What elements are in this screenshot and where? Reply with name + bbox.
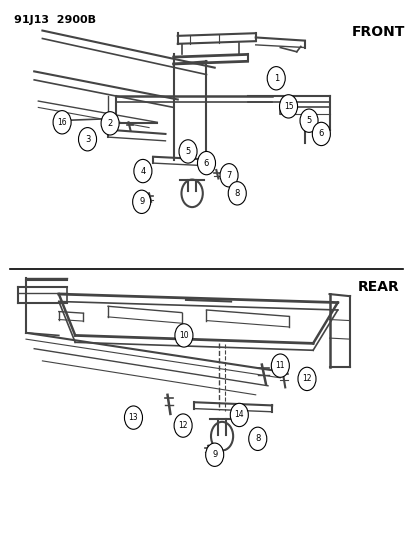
Text: 9: 9 [139,197,144,206]
Circle shape [101,112,119,135]
Circle shape [219,164,237,187]
Text: 5: 5 [306,116,311,125]
Text: 11: 11 [275,361,285,370]
Circle shape [297,367,315,391]
Text: 6: 6 [318,130,323,139]
Text: 12: 12 [178,421,188,430]
Text: 9: 9 [211,450,217,459]
Circle shape [228,182,246,205]
Text: 3: 3 [85,135,90,144]
Circle shape [271,354,289,377]
Text: 4: 4 [140,166,145,175]
Circle shape [178,140,197,163]
Text: 13: 13 [128,413,138,422]
Circle shape [266,67,285,90]
Circle shape [124,406,142,429]
Circle shape [197,151,215,175]
Text: 91J13  2900B: 91J13 2900B [14,14,95,25]
Text: 15: 15 [283,102,293,111]
Text: 1: 1 [273,74,278,83]
Circle shape [279,95,297,118]
Text: 2: 2 [107,119,112,128]
Text: 12: 12 [301,374,311,383]
Circle shape [53,111,71,134]
Circle shape [205,443,223,466]
Text: REAR: REAR [357,280,399,294]
Circle shape [78,127,96,151]
Circle shape [311,122,330,146]
Circle shape [133,159,152,183]
Text: 5: 5 [185,147,190,156]
Text: FRONT: FRONT [351,25,404,39]
Circle shape [230,403,248,426]
Text: 10: 10 [179,331,188,340]
Text: 8: 8 [234,189,240,198]
Circle shape [299,109,317,132]
Text: 14: 14 [234,410,244,419]
Circle shape [174,324,192,347]
Text: 6: 6 [203,159,209,167]
Circle shape [173,414,192,437]
Circle shape [248,427,266,450]
Text: 16: 16 [57,118,67,127]
Circle shape [132,190,150,214]
Text: 7: 7 [226,171,231,180]
Text: 8: 8 [254,434,260,443]
